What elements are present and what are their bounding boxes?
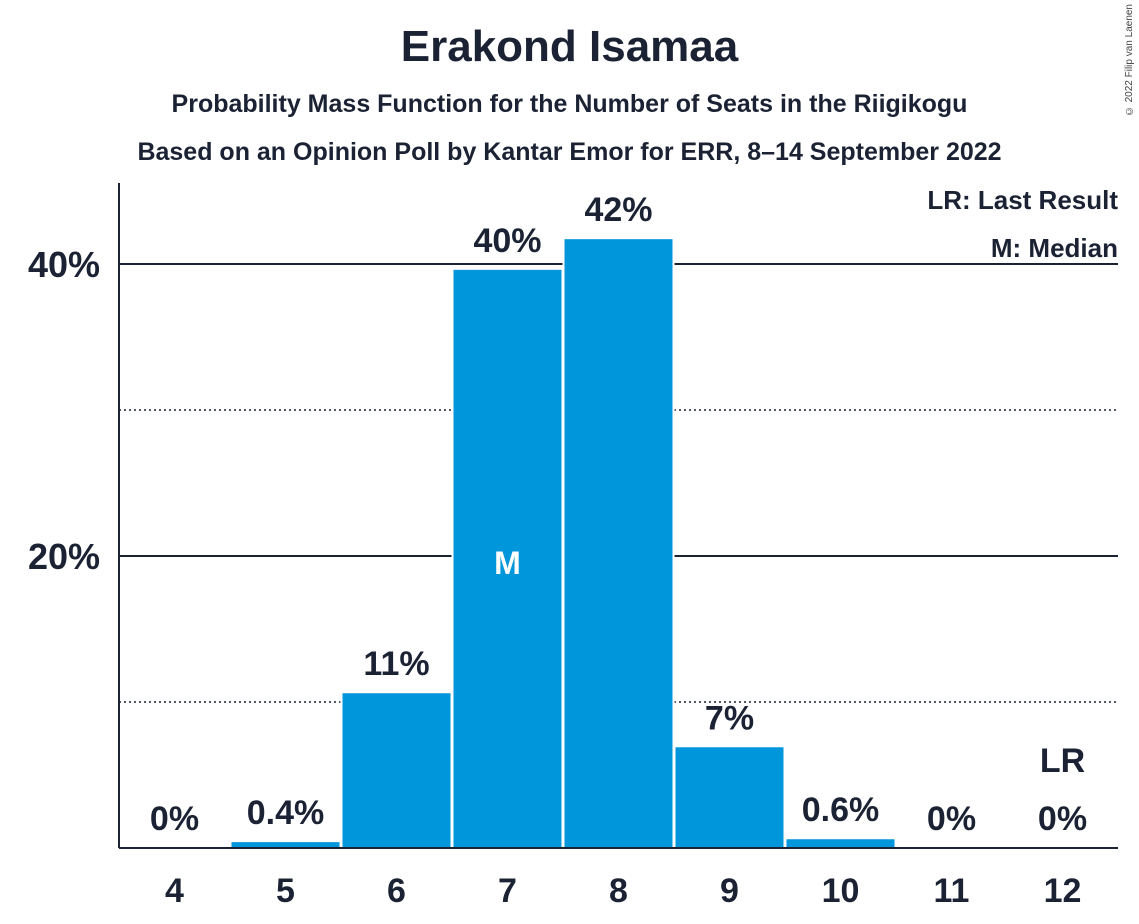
x-tick-label: 11: [934, 872, 970, 910]
data-label: 0%: [927, 800, 976, 838]
data-label: 42%: [584, 191, 652, 229]
data-label: 0%: [150, 800, 199, 838]
x-tick-label: 9: [720, 872, 739, 910]
bar: [231, 842, 340, 848]
data-label: 40%: [473, 222, 541, 260]
x-tick-label: 10: [822, 872, 860, 910]
x-tick-label: 8: [609, 872, 628, 910]
data-label: 0%: [1038, 800, 1087, 838]
median-marker: M: [494, 545, 521, 581]
bar: [564, 239, 673, 848]
chart-subtitle: Probability Mass Function for the Number…: [171, 90, 968, 118]
bar: [786, 839, 895, 848]
data-label: 11%: [363, 645, 429, 683]
bar: [453, 269, 562, 849]
chart-source: Based on an Opinion Poll by Kantar Emor …: [137, 138, 1002, 166]
y-tick-label: 20%: [28, 536, 100, 577]
bar: [342, 693, 451, 848]
last-result-marker: LR: [1040, 742, 1085, 780]
x-tick-label: 6: [387, 872, 406, 910]
x-tick-label: 4: [165, 872, 184, 910]
x-tick-label: 12: [1044, 872, 1082, 910]
data-label: 7%: [705, 699, 754, 737]
legend-median: M: Median: [991, 233, 1118, 263]
y-tick-label: 40%: [28, 244, 100, 285]
chart-title: Erakond Isamaa: [400, 22, 739, 71]
data-label: 0.6%: [802, 791, 880, 829]
x-tick-label: 5: [276, 872, 295, 910]
data-label: 0.4%: [247, 794, 325, 832]
bar: [675, 747, 784, 848]
legend-last-result: LR: Last Result: [927, 185, 1118, 215]
x-tick-label: 7: [498, 872, 517, 910]
